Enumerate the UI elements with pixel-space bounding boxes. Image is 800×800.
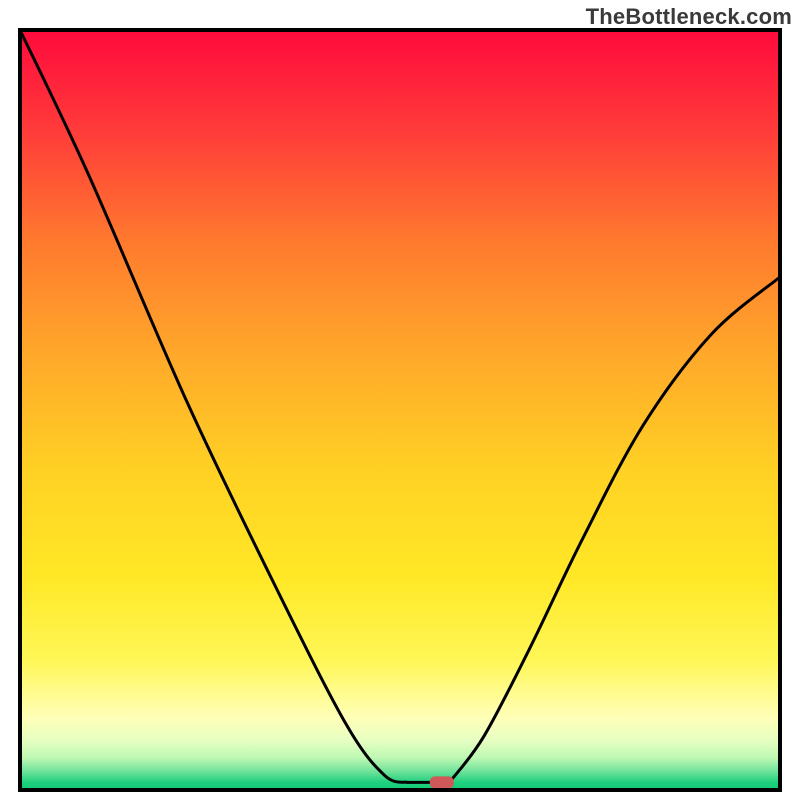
stage: TheBottleneck.com	[0, 0, 800, 800]
gradient-background	[20, 30, 780, 790]
watermark-label: TheBottleneck.com	[586, 4, 792, 30]
bottleneck-plot	[0, 0, 800, 800]
minimum-marker	[430, 776, 454, 788]
